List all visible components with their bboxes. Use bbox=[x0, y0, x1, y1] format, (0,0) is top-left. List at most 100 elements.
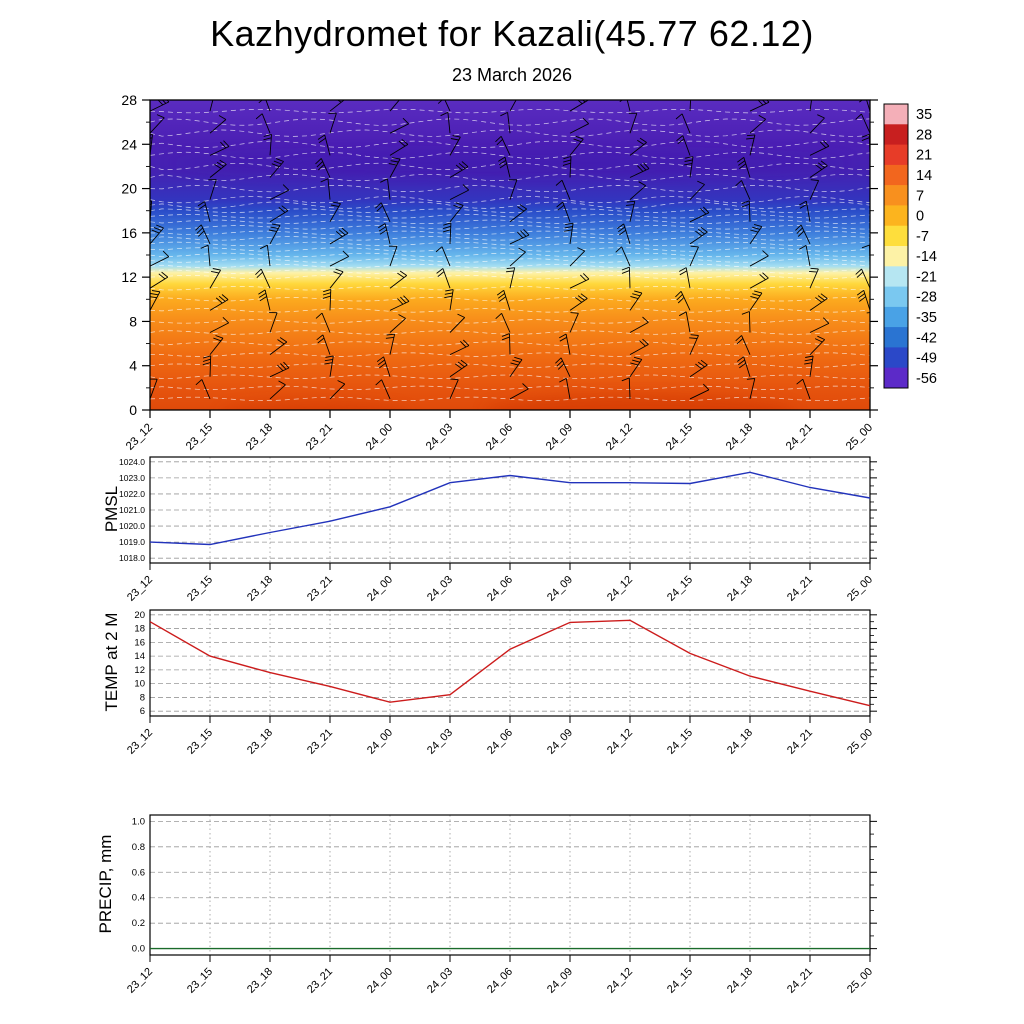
time-tick-label: 23_15 bbox=[185, 966, 215, 996]
level-tick-label: 16 bbox=[121, 225, 137, 241]
time-tick-label: 23_21 bbox=[304, 422, 335, 453]
colorbar-swatch bbox=[884, 205, 908, 227]
colorbar-label: -49 bbox=[916, 351, 937, 367]
wind-barbs bbox=[150, 100, 870, 400]
time-tick-label: 24_21 bbox=[785, 727, 815, 757]
colorbar-label: -56 bbox=[916, 371, 937, 387]
y-tick-label: 1020.0 bbox=[119, 521, 145, 531]
time-tick-label: 24_03 bbox=[425, 966, 455, 996]
colorbar-label: 35 bbox=[916, 107, 932, 123]
time-tick-label: 24_15 bbox=[665, 966, 695, 996]
time-tick-label: 24_06 bbox=[485, 727, 515, 757]
time-tick-label: 23_12 bbox=[125, 574, 155, 604]
time-tick-label: 25_00 bbox=[844, 422, 875, 453]
time-tick-label: 23_12 bbox=[125, 966, 155, 996]
y-tick-label: 1.0 bbox=[132, 816, 145, 827]
colorbar-label: -35 bbox=[916, 310, 937, 326]
y-tick-label: 10 bbox=[134, 679, 145, 690]
y-tick-label: 14 bbox=[134, 651, 145, 662]
colorbar-swatch bbox=[884, 266, 908, 288]
time-tick-label: 24_15 bbox=[664, 422, 695, 453]
y-tick-label: 8 bbox=[140, 692, 145, 703]
pmsl-axis-title: PMSL bbox=[102, 485, 121, 533]
time-tick-label: 24_21 bbox=[785, 966, 815, 996]
temp-axis-title: TEMP at 2 M bbox=[102, 612, 121, 712]
time-tick-label: 24_15 bbox=[665, 574, 695, 604]
date-subtitle: 23 March 2026 bbox=[451, 65, 573, 85]
data-line bbox=[149, 471, 871, 546]
colorbar-label: 7 bbox=[916, 188, 924, 204]
time-tick-label: 24_00 bbox=[365, 966, 395, 996]
y-tick-label: 18 bbox=[134, 624, 145, 635]
colorbar-swatch bbox=[884, 347, 908, 369]
y-tick-label: 0.8 bbox=[132, 842, 145, 853]
colorbar-swatch bbox=[884, 164, 908, 186]
colorbar-swatch bbox=[884, 124, 908, 146]
time-tick-label: 24_00 bbox=[365, 574, 395, 604]
colorbar-frame bbox=[883, 103, 909, 389]
y-tick-label: 6 bbox=[140, 706, 145, 717]
colorbar-swatch bbox=[884, 286, 908, 308]
level-tick-label: 24 bbox=[121, 136, 137, 152]
y-tick-label: 0.4 bbox=[132, 893, 145, 904]
time-tick-label: 24_21 bbox=[784, 422, 815, 453]
time-tick-label: 24_09 bbox=[544, 422, 575, 453]
colorbar-label: 0 bbox=[916, 209, 924, 225]
time-tick-label: 24_09 bbox=[545, 966, 575, 996]
time-tick-label: 25_00 bbox=[845, 727, 875, 757]
colorbar-swatch bbox=[884, 144, 908, 166]
y-tick-label: 1023.0 bbox=[119, 473, 145, 483]
time-tick-label: 24_12 bbox=[604, 422, 635, 453]
precip-panel: 0.0 0.2 0.4 0.6 0.8 1.0 23_12 23_15 23_18 23_21 24… bbox=[125, 814, 877, 996]
level-tick-label: 12 bbox=[121, 269, 137, 285]
time-tick-label: 23_18 bbox=[245, 966, 275, 996]
time-tick-label: 23_21 bbox=[305, 727, 335, 757]
data-line bbox=[149, 619, 871, 707]
warm-core-shading bbox=[224, 401, 406, 410]
temp-panel: 6 8 10 12 14 16 18 20 23_12 23_15 23_18 23_21 24_00 2… bbox=[125, 609, 877, 757]
page-title: Kazhydromet for Kazali(45.77 62.12) bbox=[210, 13, 814, 54]
time-tick-label: 24_00 bbox=[364, 422, 395, 453]
time-tick-label: 24_06 bbox=[485, 574, 515, 604]
time-tick-label: 24_12 bbox=[605, 727, 635, 757]
time-tick-label: 23_21 bbox=[305, 966, 335, 996]
colorbar-label: -28 bbox=[916, 290, 937, 306]
colorbar-swatch bbox=[884, 327, 908, 348]
colorbar-label: -7 bbox=[916, 229, 929, 245]
time-tick-label: 23_15 bbox=[185, 727, 215, 757]
level-tick-label: 0 bbox=[129, 402, 137, 418]
colorbar-label: 28 bbox=[916, 127, 932, 143]
pmsl-panel: 1018.0 1019.0 1020.0 1021.0 1022.0 1023.0 1024… bbox=[119, 456, 877, 604]
time-tick-label: 24_12 bbox=[605, 574, 635, 604]
time-tick-label: 25_00 bbox=[845, 966, 875, 996]
y-tick-label: 0.6 bbox=[132, 867, 145, 878]
time-tick-label: 24_18 bbox=[725, 727, 755, 757]
time-tick-label: 25_00 bbox=[845, 574, 875, 604]
y-tick-label: 0.0 bbox=[132, 944, 145, 955]
time-tick-label: 23_21 bbox=[305, 574, 335, 604]
time-tick-label: 23_18 bbox=[245, 727, 275, 757]
y-tick-label: 1019.0 bbox=[119, 537, 145, 547]
level-tick-label: 4 bbox=[129, 358, 137, 374]
time-tick-label: 23_15 bbox=[185, 574, 215, 604]
colorbar: 35 28 21 14 7 0 -7 -14 -21 -28 -35 -42 -49 -56 bbox=[883, 103, 937, 389]
time-tick-label: 24_12 bbox=[605, 966, 635, 996]
panel-frame bbox=[149, 814, 871, 956]
colorbar-swatch bbox=[884, 246, 908, 267]
time-tick-label: 24_03 bbox=[425, 727, 455, 757]
time-tick-label: 24_03 bbox=[424, 422, 455, 453]
time-tick-label: 24_15 bbox=[665, 727, 695, 757]
colorbar-label: 14 bbox=[916, 168, 932, 184]
colorbar-label: -14 bbox=[916, 249, 937, 265]
temperature-shading bbox=[150, 100, 870, 410]
y-tick-label: 16 bbox=[134, 637, 145, 648]
colorbar-swatch bbox=[884, 104, 908, 125]
time-tick-label: 23_18 bbox=[244, 422, 275, 453]
y-tick-label: 1018.0 bbox=[119, 553, 145, 563]
y-tick-label: 12 bbox=[134, 665, 145, 676]
colorbar-label: -42 bbox=[916, 330, 937, 346]
colorbar-swatch bbox=[884, 225, 908, 247]
y-tick-label: 0.2 bbox=[132, 918, 145, 929]
